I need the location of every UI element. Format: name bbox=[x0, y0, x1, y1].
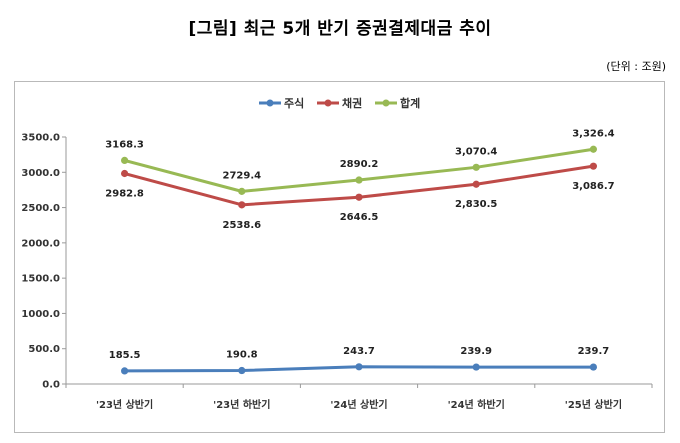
data-label: 239.7 bbox=[578, 346, 610, 357]
legend-item: 합계 bbox=[375, 96, 420, 110]
data-label: 3,086.7 bbox=[572, 181, 614, 192]
data-label: 2646.5 bbox=[340, 212, 379, 223]
legend-swatch-marker bbox=[266, 99, 274, 107]
chart-title: [그림] 최근 5개 반기 증권결제대금 추이 bbox=[188, 19, 492, 39]
data-point bbox=[589, 363, 598, 371]
data-point bbox=[121, 169, 129, 178]
data-label: 2538.6 bbox=[223, 220, 262, 231]
data-point bbox=[589, 162, 598, 170]
data-label: 185.5 bbox=[109, 350, 141, 361]
legend-swatch-marker bbox=[382, 99, 390, 107]
data-label: 3,326.4 bbox=[572, 128, 614, 139]
x-tick-label: '24년 상반기 bbox=[330, 398, 387, 411]
data-point bbox=[121, 156, 129, 165]
y-tick-label: 3000.0 bbox=[21, 168, 60, 179]
data-label: 2890.2 bbox=[340, 159, 379, 170]
data-label: 2982.8 bbox=[105, 188, 144, 199]
legend-swatch-marker bbox=[324, 99, 332, 107]
data-point bbox=[589, 145, 598, 153]
data-label: 3,070.4 bbox=[455, 146, 497, 157]
data-point bbox=[472, 163, 480, 171]
y-tick-label: 500.0 bbox=[28, 344, 60, 355]
data-label: 239.9 bbox=[460, 346, 492, 357]
legend-label: 주식 bbox=[284, 96, 304, 110]
data-point bbox=[472, 363, 480, 371]
data-point bbox=[238, 187, 246, 195]
chart-frame bbox=[14, 81, 665, 433]
x-tick-label: '23년 상반기 bbox=[96, 398, 153, 411]
x-tick-label: '25년 상반기 bbox=[565, 398, 622, 411]
data-label: 2729.4 bbox=[223, 170, 262, 181]
data-point bbox=[238, 366, 246, 375]
x-tick-label: '23년 하반기 bbox=[213, 398, 270, 411]
data-point bbox=[472, 180, 480, 188]
data-label: 190.8 bbox=[226, 350, 258, 361]
y-tick-label: 2500.0 bbox=[21, 203, 60, 214]
data-point bbox=[355, 193, 363, 201]
x-tick-label: '24년 하반기 bbox=[448, 398, 505, 411]
y-tick-label: 0.0 bbox=[42, 380, 60, 391]
legend-item: 주식 bbox=[259, 96, 304, 110]
legend: 주식 채권 합계 bbox=[259, 96, 420, 110]
y-tick-label: 1500.0 bbox=[21, 274, 60, 285]
legend-label: 합계 bbox=[400, 96, 420, 110]
series-2: 3168.3 2729.4 2890.2 3,070.4 3,326.4 bbox=[105, 128, 615, 195]
data-label: 2,830.5 bbox=[455, 199, 497, 210]
series-0: 185.5 190.8 243.7 239.9 239.7 bbox=[109, 346, 609, 375]
data-label: 3168.3 bbox=[105, 139, 144, 150]
axes: 0.0 500.0 1000.0 1500.0 2000.0 2500.0 3000.0 35… bbox=[21, 133, 653, 411]
data-point bbox=[355, 176, 363, 184]
y-tick-label: 2000.0 bbox=[21, 238, 60, 249]
data-point bbox=[355, 363, 363, 371]
data-point bbox=[121, 367, 129, 375]
data-point bbox=[238, 201, 246, 209]
series-line bbox=[124, 147, 594, 193]
series-1: 2982.8 2538.6 2646.5 2,830.5 3,086.7 bbox=[105, 162, 615, 231]
unit-note: (단위 : 조원) bbox=[606, 60, 666, 73]
data-label: 243.7 bbox=[343, 346, 375, 357]
y-tick-label: 1000.0 bbox=[21, 309, 60, 320]
legend-label: 채권 bbox=[342, 96, 362, 110]
legend-item: 채권 bbox=[317, 96, 362, 110]
y-tick-label: 3500.0 bbox=[21, 133, 60, 144]
series-layer: 185.5 190.8 243.7 239.9 239.7 2982.8 2538.6 264… bbox=[105, 128, 615, 375]
